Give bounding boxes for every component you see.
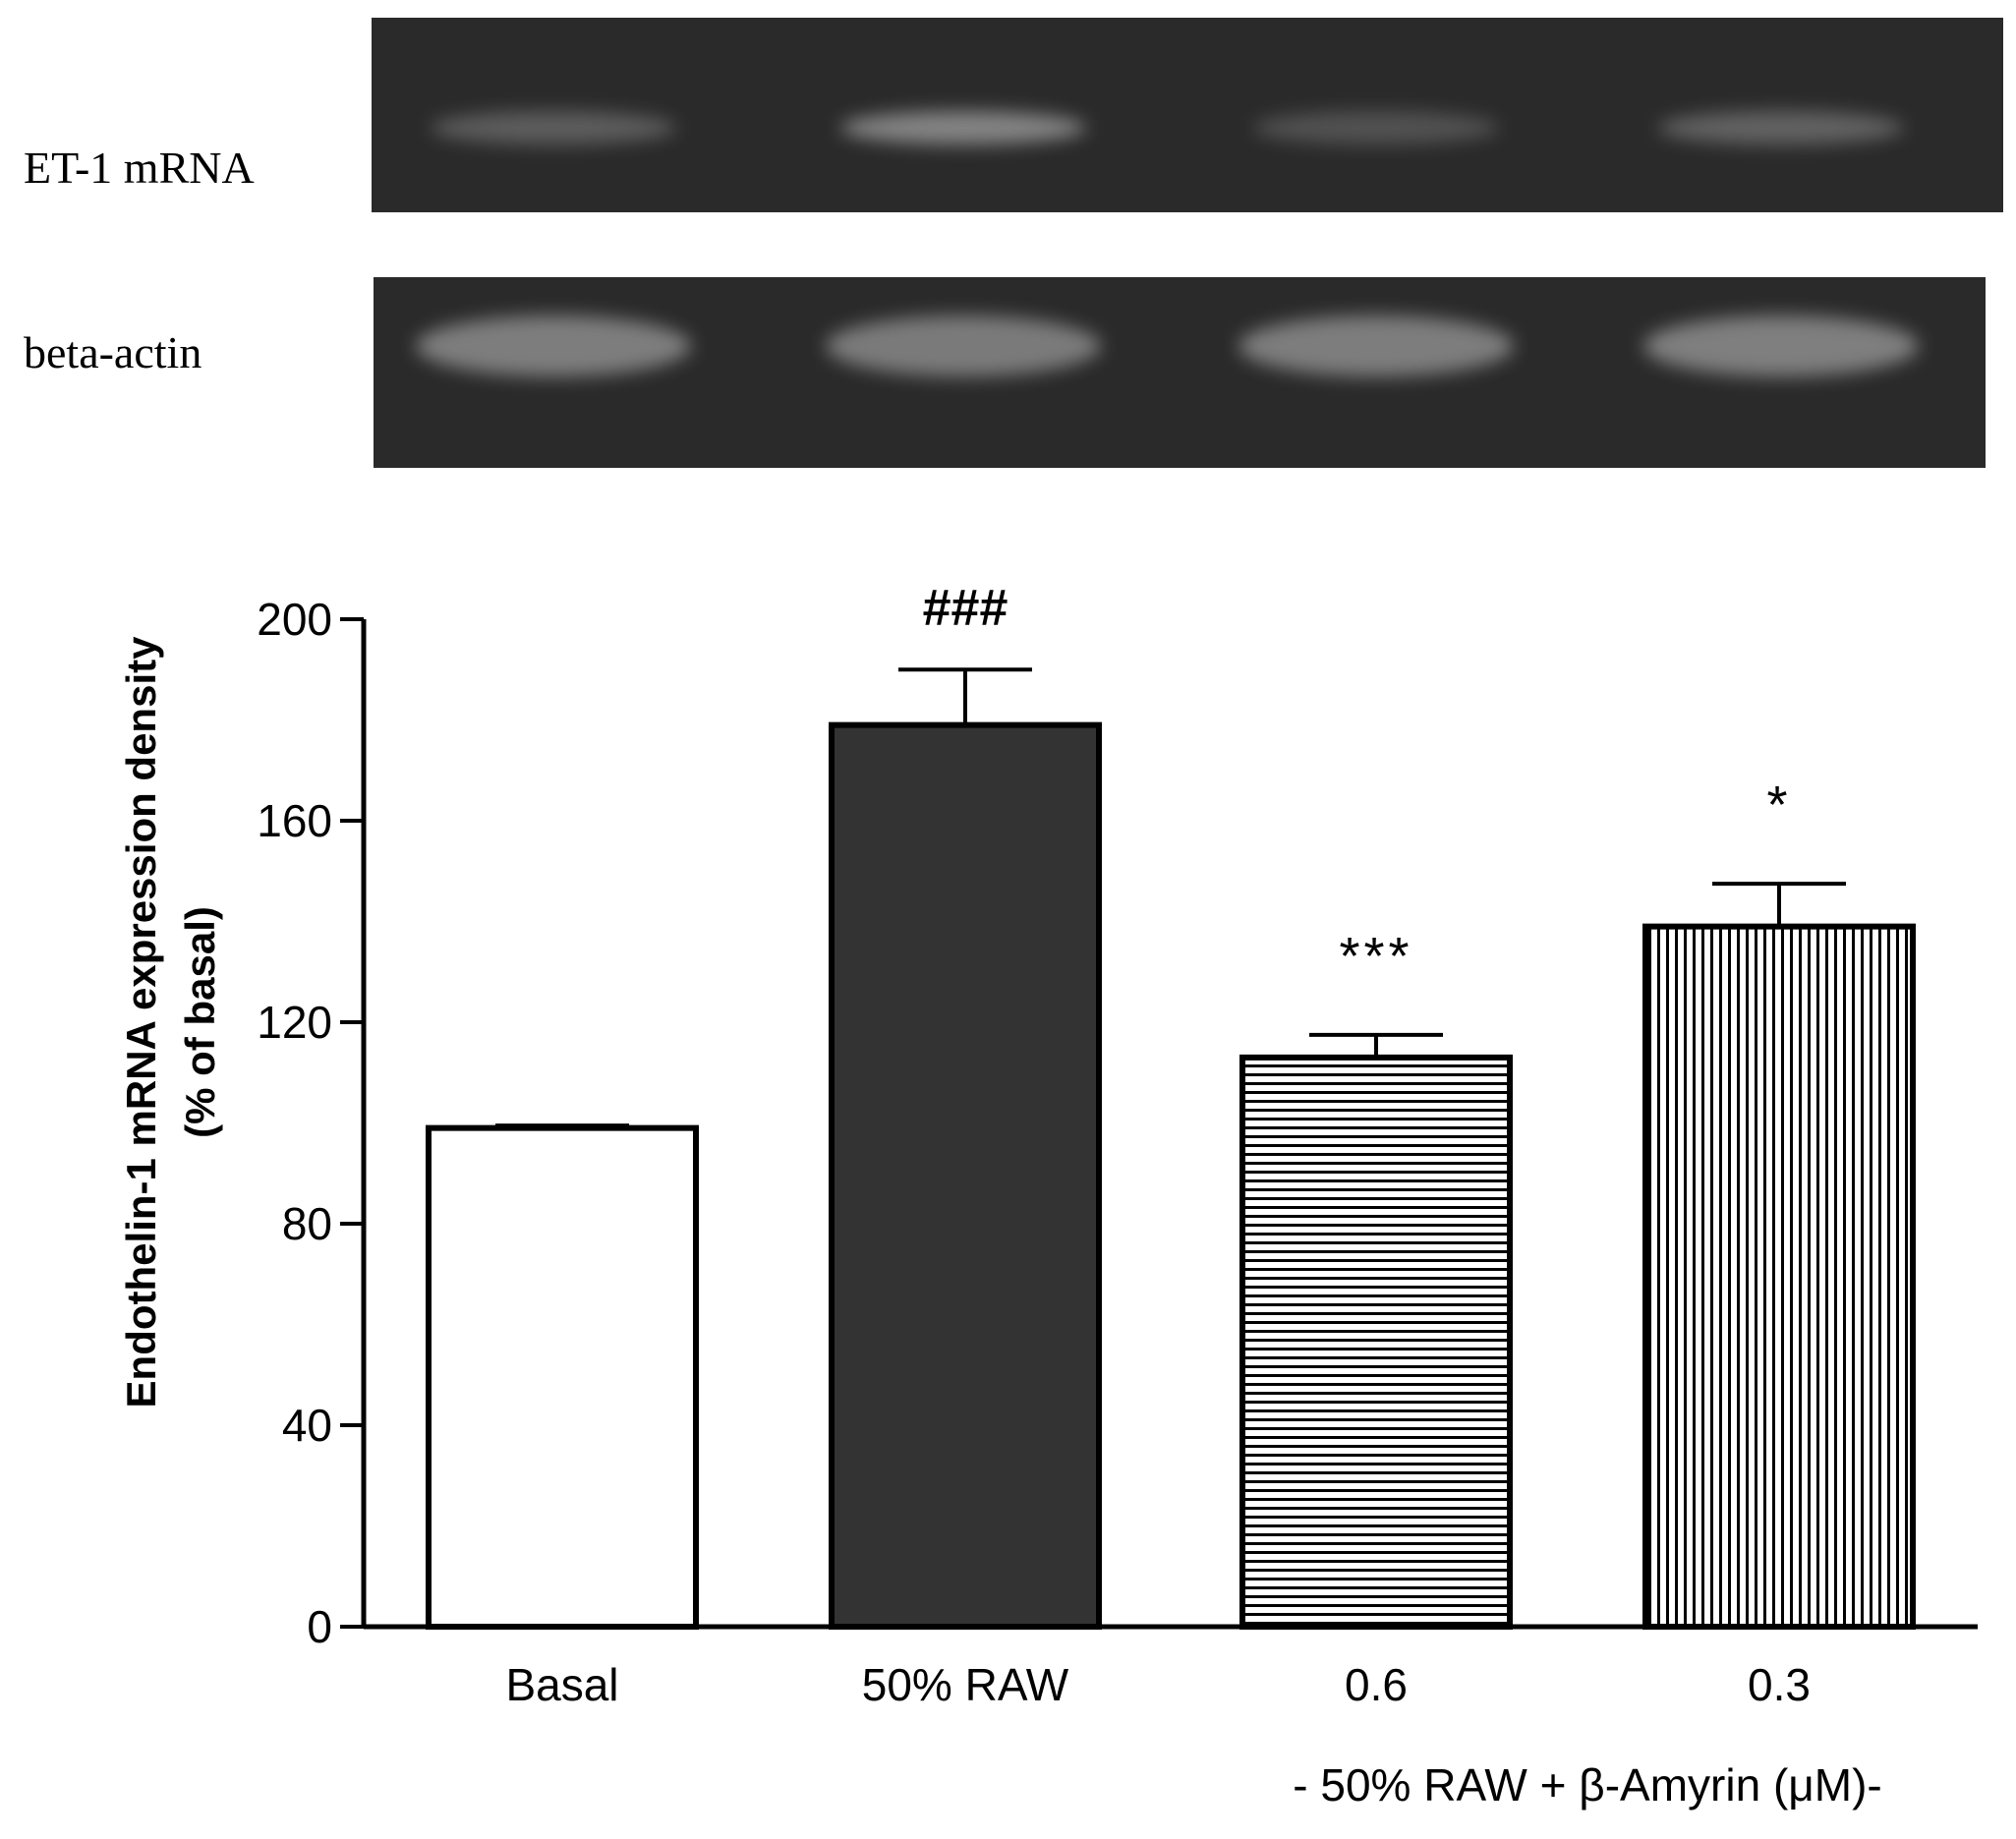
y-tick-label: 0	[307, 1601, 332, 1652]
significance-marker: ***	[1339, 927, 1412, 986]
gel-band	[826, 316, 1101, 376]
gel-bands-beta-actin	[416, 316, 1919, 376]
bars	[426, 721, 1916, 1630]
gel-band	[431, 111, 676, 144]
x-tick-labels: Basal 50% RAW 0.6 0.3	[505, 1659, 1811, 1710]
gel-label-et1: ET-1 mRNA	[24, 143, 255, 193]
bar-50-raw	[829, 721, 1102, 1630]
y-tick-label: 120	[257, 997, 332, 1048]
group-label: - 50% RAW + β-Amyrin (μM)-	[1293, 1759, 1881, 1810]
x-tick-label: 0.6	[1345, 1659, 1408, 1710]
bar-0-3	[1642, 923, 1916, 1630]
bar-basal	[426, 1124, 699, 1630]
x-tick-label: 0.3	[1748, 1659, 1811, 1710]
gel-band	[840, 111, 1086, 144]
gel-image: ET-1 mRNA beta-actin	[24, 18, 2003, 468]
gel-band	[1238, 316, 1514, 376]
gel-label-beta-actin: beta-actin	[24, 327, 202, 377]
significance-annotations: ###****	[923, 579, 1791, 986]
error-bars	[495, 667, 1846, 1128]
x-tick-label: 50% RAW	[862, 1659, 1069, 1710]
bar-0-6	[1239, 1054, 1513, 1630]
y-tick-label: 40	[282, 1400, 332, 1451]
x-tick-label: Basal	[505, 1659, 618, 1710]
gel-band	[416, 316, 691, 376]
gel-bands-et1	[431, 111, 1904, 144]
y-tick-label: 160	[257, 795, 332, 846]
significance-marker: *	[1766, 776, 1791, 834]
significance-marker: ###	[923, 579, 1008, 636]
y-axis-title: Endothelin-1 mRNA expression density	[118, 636, 164, 1408]
gel-band	[1253, 111, 1499, 144]
y-tick-label: 200	[257, 594, 332, 645]
y-tick-label: 80	[282, 1198, 332, 1249]
gel-band	[1643, 316, 1919, 376]
y-axis: 0 40 80 120 160 200	[257, 594, 367, 1652]
y-axis-subtitle: (% of basal)	[177, 906, 223, 1138]
gel-band	[1658, 111, 1904, 144]
